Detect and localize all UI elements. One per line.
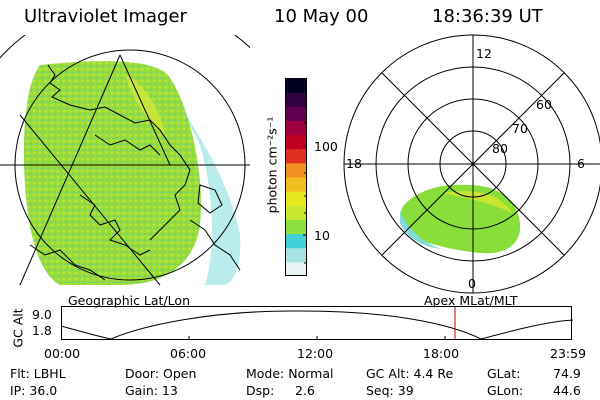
colorbar-segment <box>285 177 307 192</box>
glon-label: GLon: <box>487 383 524 398</box>
mlt-label-6: 6 <box>577 156 585 171</box>
gain-info: Gain: 13 <box>125 383 178 398</box>
time-label: 18:36:39 UT <box>432 6 543 27</box>
gc-alt-info: GC Alt: 4.4 Re <box>366 366 454 381</box>
lat-label-60: 60 <box>536 97 552 112</box>
instrument-title: Ultraviolet Imager <box>24 6 187 27</box>
altitude-plot <box>61 306 573 340</box>
colorbar-label-10: 10 <box>314 228 330 243</box>
glat-label: GLat: <box>487 366 521 381</box>
dsp-label: Dsp: <box>246 383 275 398</box>
meridian-line <box>19 54 121 286</box>
oval-emission-cyan <box>400 211 442 249</box>
colorbar-segment <box>285 134 307 150</box>
oval-emission-bright <box>442 191 512 213</box>
colorbar-segment <box>285 247 307 263</box>
mlt-label-18: 18 <box>346 156 362 171</box>
lat-label-80: 80 <box>492 141 508 156</box>
glon-value: 44.6 <box>553 383 581 398</box>
door-info: Door: Open <box>125 366 197 381</box>
time-tick-1800: 18:00 <box>423 346 460 361</box>
coastline <box>189 219 241 271</box>
date-label: 10 May 00 <box>274 6 369 27</box>
altitude-axis-label: GC Alt <box>10 308 26 348</box>
colorbar-segment <box>285 261 307 276</box>
apex-panel-label: Apex MLat/MLT <box>424 293 518 308</box>
mlt-label-0: 0 <box>468 276 476 291</box>
colorbar-segment <box>285 191 307 206</box>
altitude-curve <box>61 310 573 340</box>
time-tick-0000: 00:00 <box>44 346 81 361</box>
lat-label-70: 70 <box>512 121 528 136</box>
filter-info: Flt: LBHL <box>10 366 66 381</box>
aurora-edge-cyan <box>180 105 241 285</box>
meridian-line <box>119 54 171 166</box>
altitude-tick-1-8: 1.8 <box>32 323 52 338</box>
colorbar <box>285 78 307 276</box>
aurora-emission-region <box>23 61 201 285</box>
coastline <box>94 134 161 156</box>
colorbar-segment <box>285 92 307 107</box>
colorbar-segment <box>285 205 307 220</box>
polar-plot <box>343 34 600 294</box>
coastline <box>197 184 223 214</box>
colorbar-segment <box>285 120 307 136</box>
dsp-value: 2.6 <box>295 383 315 398</box>
colorbar-label-100: 100 <box>314 139 338 154</box>
colorbar-unit-label: photon cm⁻²s⁻¹ <box>264 116 280 214</box>
colorbar-segment <box>285 106 307 121</box>
geographic-map <box>0 35 250 286</box>
time-tick-0600: 06:00 <box>170 346 207 361</box>
colorbar-segment <box>285 162 307 178</box>
coastline <box>79 194 151 256</box>
mode-info: Mode: Normal <box>246 366 334 381</box>
geographic-panel-label: Geographic Lat/Lon <box>68 293 190 308</box>
glat-value: 74.9 <box>553 366 581 381</box>
meridian-line <box>19 114 161 286</box>
ip-info: IP: 36.0 <box>10 383 58 398</box>
mlt-line-diagonal <box>381 72 565 256</box>
altitude-tick-9: 9.0 <box>32 307 52 322</box>
time-tick-1200: 12:00 <box>297 346 334 361</box>
colorbar-segment <box>285 148 307 164</box>
aurora-bright-patch <box>125 75 165 135</box>
coastline <box>47 64 191 241</box>
colorbar-segment <box>285 233 307 249</box>
colorbar-segment <box>285 78 307 93</box>
colorbar-segment <box>285 219 307 235</box>
coastline <box>29 244 106 281</box>
time-tick-2359: 23:59 <box>550 346 587 361</box>
seq-info: Seq: 39 <box>366 383 414 398</box>
mlt-label-12: 12 <box>476 46 492 61</box>
